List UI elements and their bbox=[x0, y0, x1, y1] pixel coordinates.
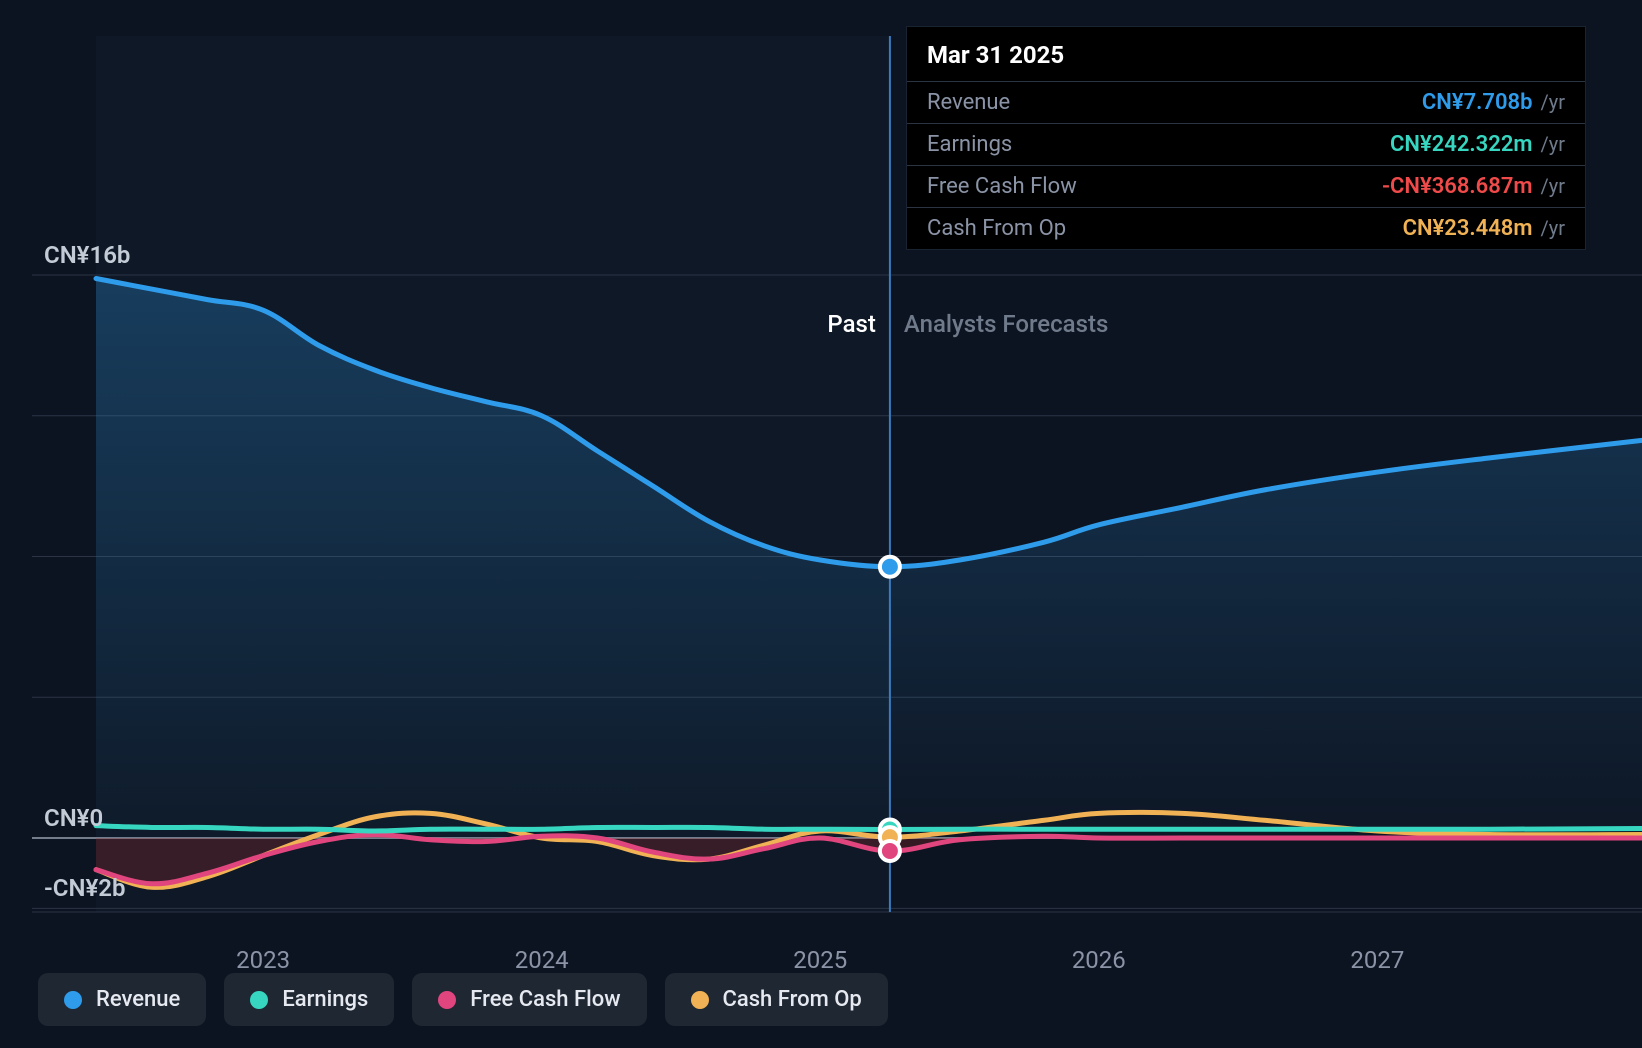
legend-swatch bbox=[438, 991, 456, 1009]
tooltip-value: -CN¥368.687m bbox=[1382, 174, 1533, 199]
tooltip-label: Free Cash Flow bbox=[927, 174, 1077, 199]
x-tick-label: 2023 bbox=[236, 946, 290, 974]
legend-item-cfop[interactable]: Cash From Op bbox=[665, 973, 888, 1026]
tooltip-value: CN¥242.322m bbox=[1390, 132, 1532, 157]
y-tick-label-neg2b: -CN¥2b bbox=[44, 874, 126, 902]
financials-chart[interactable]: CN¥16b CN¥0 -CN¥2b 20232024202520262027 … bbox=[0, 0, 1642, 1048]
forecast-section-label: Analysts Forecasts bbox=[904, 310, 1108, 338]
legend-item-fcf[interactable]: Free Cash Flow bbox=[412, 973, 646, 1026]
tooltip-row-revenue: Revenue CN¥7.708b /yr bbox=[907, 82, 1585, 124]
chart-tooltip: Mar 31 2025 Revenue CN¥7.708b /yr Earnin… bbox=[906, 26, 1586, 250]
x-tick-label: 2027 bbox=[1350, 946, 1404, 974]
tooltip-row-earnings: Earnings CN¥242.322m /yr bbox=[907, 124, 1585, 166]
legend-item-revenue[interactable]: Revenue bbox=[38, 973, 206, 1026]
tooltip-label: Revenue bbox=[927, 90, 1010, 115]
legend-label: Cash From Op bbox=[723, 987, 862, 1012]
y-tick-label-0: CN¥0 bbox=[44, 804, 103, 832]
tooltip-label: Cash From Op bbox=[927, 216, 1066, 241]
legend-label: Earnings bbox=[282, 987, 368, 1012]
legend-swatch bbox=[691, 991, 709, 1009]
past-section-label: Past bbox=[827, 310, 875, 338]
legend-label: Revenue bbox=[96, 987, 180, 1012]
tooltip-row-cfop: Cash From Op CN¥23.448m /yr bbox=[907, 208, 1585, 249]
tooltip-unit: /yr bbox=[1541, 216, 1566, 240]
tooltip-unit: /yr bbox=[1541, 90, 1566, 114]
legend-item-earnings[interactable]: Earnings bbox=[224, 973, 394, 1026]
legend-swatch bbox=[64, 991, 82, 1009]
tooltip-value: CN¥7.708b bbox=[1422, 90, 1533, 115]
tooltip-date: Mar 31 2025 bbox=[907, 27, 1585, 82]
x-tick-label: 2026 bbox=[1072, 946, 1126, 974]
chart-legend: Revenue Earnings Free Cash Flow Cash Fro… bbox=[38, 973, 888, 1026]
tooltip-label: Earnings bbox=[927, 132, 1012, 157]
legend-label: Free Cash Flow bbox=[470, 987, 620, 1012]
x-tick-label: 2024 bbox=[515, 946, 569, 974]
tooltip-unit: /yr bbox=[1541, 132, 1566, 156]
tooltip-unit: /yr bbox=[1541, 174, 1566, 198]
tooltip-value: CN¥23.448m bbox=[1403, 216, 1533, 241]
legend-swatch bbox=[250, 991, 268, 1009]
y-tick-label-16b: CN¥16b bbox=[44, 241, 130, 269]
tooltip-row-fcf: Free Cash Flow -CN¥368.687m /yr bbox=[907, 166, 1585, 208]
x-tick-label: 2025 bbox=[793, 946, 847, 974]
